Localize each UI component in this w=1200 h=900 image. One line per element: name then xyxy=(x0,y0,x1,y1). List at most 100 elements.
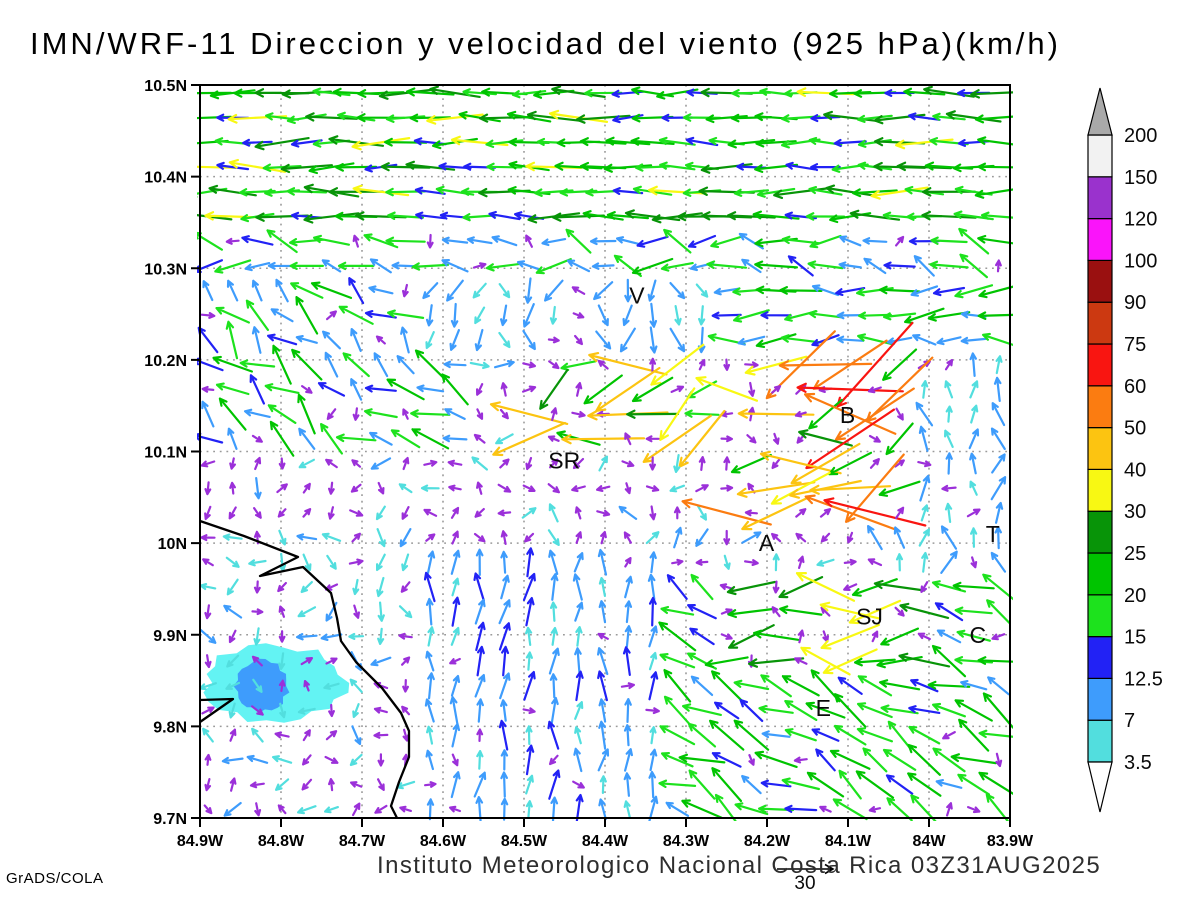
wind-arrow xyxy=(603,163,653,173)
wind-arrow xyxy=(772,580,780,594)
wind-arrow xyxy=(878,480,921,497)
wind-arrow xyxy=(423,508,438,517)
wind-arrow xyxy=(969,380,979,399)
wind-arrow xyxy=(773,432,780,445)
wind-arrow xyxy=(348,277,365,305)
wind-arrow xyxy=(907,772,942,797)
wind-arrow xyxy=(597,670,608,702)
wind-arrow xyxy=(267,404,297,424)
wind-arrow xyxy=(426,233,434,249)
wind-arrow xyxy=(903,87,946,97)
wind-arrow xyxy=(448,484,462,492)
wind-arrow xyxy=(380,162,431,172)
wind-arrow xyxy=(648,770,657,799)
wind-arrow xyxy=(320,633,343,641)
wind-arrow xyxy=(930,236,968,245)
chart-title: IMN/WRF-11 Direccion y velocidad del vie… xyxy=(30,26,1061,61)
wind-arrow xyxy=(665,801,690,817)
wind-arrow xyxy=(248,559,267,567)
wind-arrow xyxy=(352,703,360,718)
wind-arrow xyxy=(402,408,409,420)
wind-arrow xyxy=(539,369,569,410)
wind-arrow xyxy=(322,330,341,350)
wind-arrow xyxy=(449,657,461,665)
wind-arrow xyxy=(600,530,607,545)
wind-arrow xyxy=(348,632,365,640)
wind-arrow xyxy=(660,605,695,616)
wind-arrow xyxy=(711,670,743,702)
wind-arrow xyxy=(312,87,351,97)
wind-arrow xyxy=(272,344,292,385)
wind-arrow xyxy=(197,326,219,354)
wind-arrow xyxy=(548,769,561,800)
wind-arrow xyxy=(296,633,318,641)
wind-arrow xyxy=(547,720,560,750)
wind-arrow xyxy=(885,422,914,456)
wind-arrow xyxy=(208,184,257,197)
wind-arrow xyxy=(784,804,818,813)
wind-arrow xyxy=(411,262,449,271)
wind-arrow xyxy=(214,259,252,274)
wind-arrow xyxy=(714,793,737,821)
wind-arrow xyxy=(350,781,363,788)
wind-arrow xyxy=(723,529,731,546)
wind-arrow xyxy=(883,261,916,270)
colorbar-label: 90 xyxy=(1124,292,1146,314)
wind-arrow xyxy=(369,258,392,274)
wind-arrow xyxy=(370,457,392,470)
wind-arrow xyxy=(241,235,274,246)
wind-arrow xyxy=(387,211,425,220)
wind-arrow xyxy=(645,435,660,443)
wind-arrow xyxy=(414,186,446,195)
wind-arrow xyxy=(618,505,638,520)
wind-arrow xyxy=(229,457,236,470)
wind-arrow xyxy=(229,481,236,495)
wind-arrow xyxy=(399,805,412,813)
wind-arrow xyxy=(274,731,290,739)
wind-arrow xyxy=(295,335,318,344)
wind-arrow xyxy=(648,651,658,671)
station-labels: V B SR A T SJ C E xyxy=(548,283,999,721)
wind-arrow xyxy=(723,554,731,570)
wind-arrow xyxy=(700,163,753,174)
y-tick-label: 9.9N xyxy=(153,628,187,645)
wind-arrow xyxy=(253,580,261,594)
wind-arrow xyxy=(251,608,264,616)
wind-arrow xyxy=(574,647,582,675)
wind-arrow xyxy=(275,778,290,791)
wind-arrow xyxy=(923,85,975,98)
wind-arrow xyxy=(956,629,991,642)
wind-arrow xyxy=(970,404,979,424)
wind-arrow xyxy=(500,797,509,821)
wind-arrow xyxy=(941,484,957,492)
wind-arrow xyxy=(936,336,962,346)
wind-arrow xyxy=(246,754,269,764)
wind-arrow xyxy=(500,574,510,600)
wind-arrow xyxy=(885,774,914,795)
wind-arrow xyxy=(915,401,934,427)
wind-arrow xyxy=(728,624,775,649)
wind-arrow xyxy=(297,606,317,618)
wind-arrow xyxy=(349,753,363,766)
colorbar-segment xyxy=(1087,510,1113,554)
station-label-b: B xyxy=(840,402,855,428)
wind-arrow xyxy=(323,682,340,690)
wind-arrow xyxy=(598,720,607,750)
station-label-c: C xyxy=(970,622,987,648)
wind-arrow xyxy=(525,651,533,671)
wind-arrow xyxy=(522,303,535,328)
wind-arrow xyxy=(351,725,362,746)
wind-arrow xyxy=(526,110,581,122)
wind-arrow xyxy=(849,209,901,221)
wind-arrow xyxy=(370,656,392,667)
wind-arrow xyxy=(525,725,533,746)
wind-arrow xyxy=(443,360,467,369)
wind-arrow xyxy=(498,283,511,299)
grads-credit: GrADS/COLA xyxy=(6,870,104,887)
wind-arrow xyxy=(401,506,410,520)
wind-arrow xyxy=(522,572,536,602)
wind-arrow xyxy=(649,326,658,354)
wind-arrow xyxy=(837,676,863,695)
wind-arrow xyxy=(500,530,508,545)
wind-arrow xyxy=(969,452,977,475)
